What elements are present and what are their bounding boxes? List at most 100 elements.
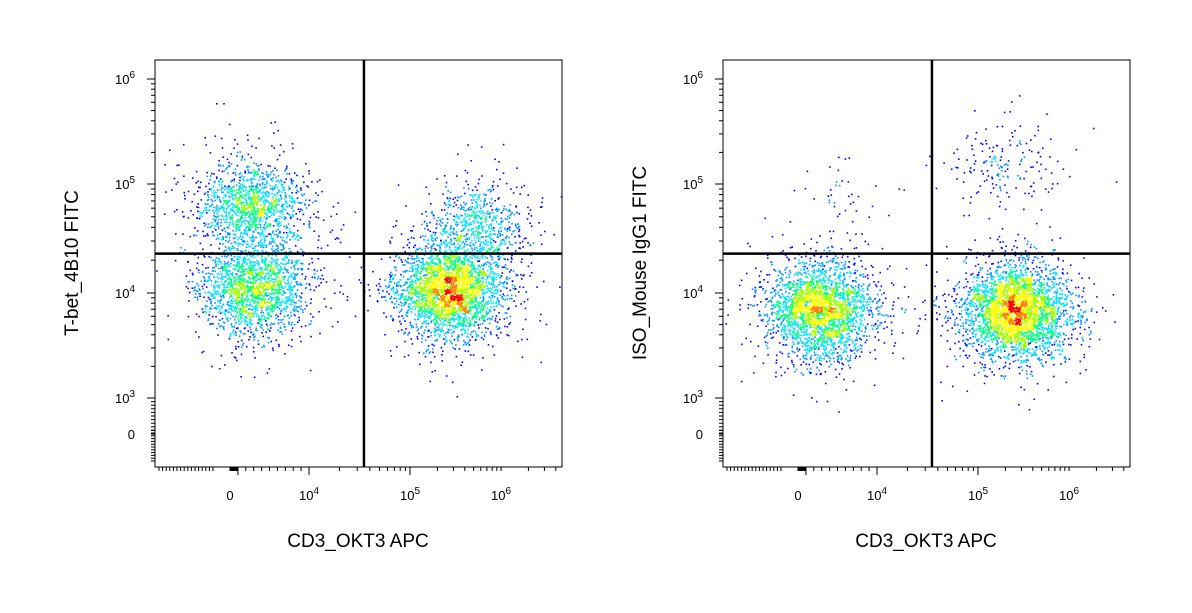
event-dot: [189, 292, 191, 294]
event-dot: [318, 276, 320, 278]
event-dot: [465, 350, 467, 352]
event-dot: [277, 306, 279, 308]
event-dot: [389, 274, 391, 276]
event-dot: [425, 323, 427, 325]
event-dot: [334, 293, 336, 295]
event-dot: [271, 316, 273, 318]
event-dot: [239, 263, 241, 265]
event-dot: [229, 237, 231, 239]
event-dot: [231, 295, 233, 297]
event-dot: [274, 168, 276, 170]
event-dot: [284, 292, 286, 294]
event-dot: [236, 209, 238, 211]
event-dot: [261, 261, 263, 263]
event-dot: [404, 264, 406, 266]
event-dot: [198, 269, 200, 271]
event-dot: [229, 191, 231, 193]
event-dot: [224, 256, 226, 258]
event-dot: [252, 306, 254, 308]
event-dot: [237, 292, 239, 294]
event-dot: [243, 333, 245, 335]
event-dot: [396, 346, 398, 348]
event-dot: [297, 289, 299, 291]
event-dot: [263, 291, 265, 293]
event-dot: [426, 293, 428, 295]
event-dot: [235, 294, 237, 296]
event-dot: [223, 327, 225, 329]
event-dot: [247, 330, 249, 332]
event-dot: [235, 348, 237, 350]
event-dot: [228, 282, 230, 284]
event-dot: [198, 316, 200, 318]
event-dot: [394, 274, 396, 276]
event-dot: [473, 330, 475, 332]
event-dot: [440, 260, 442, 262]
event-dot: [257, 210, 259, 212]
event-dot: [426, 326, 428, 328]
event-dot: [184, 192, 186, 194]
event-dot: [250, 227, 252, 229]
event-dot: [268, 210, 270, 212]
event-dot: [238, 189, 240, 191]
event-dot: [202, 286, 204, 288]
event-dot: [235, 269, 237, 271]
event-dot: [252, 172, 254, 174]
event-dot: [229, 289, 231, 291]
event-dot: [273, 311, 275, 313]
event-dot: [258, 195, 260, 197]
event-dot: [270, 225, 272, 227]
event-dot: [262, 201, 264, 203]
event-dot: [385, 300, 387, 302]
event-dot: [276, 209, 278, 211]
event-dot: [245, 288, 247, 290]
event-dot: [290, 178, 292, 180]
event-dot: [471, 301, 473, 303]
event-dot: [480, 312, 482, 314]
event-dot: [490, 297, 492, 299]
event-dot: [453, 244, 455, 246]
event-dot: [277, 180, 279, 182]
event-dot: [423, 239, 425, 241]
event-dot: [258, 343, 260, 345]
event-dot: [194, 227, 196, 229]
event-dot: [524, 301, 526, 303]
event-dot: [263, 203, 265, 205]
event-dot: [225, 289, 227, 291]
event-dot: [230, 248, 232, 250]
event-dot: [295, 281, 297, 283]
event-dot: [218, 184, 220, 186]
event-dot: [291, 330, 293, 332]
event-dot: [398, 304, 400, 306]
event-dot: [252, 312, 254, 314]
event-dot: [394, 260, 396, 262]
event-dot: [276, 340, 278, 342]
event-dot: [221, 215, 223, 217]
event-dot: [443, 338, 445, 340]
event-dot: [278, 301, 280, 303]
event-dot: [266, 245, 268, 247]
event-dot: [274, 186, 276, 188]
event-dot: [440, 232, 442, 234]
event-dot: [226, 208, 228, 210]
event-dot: [264, 241, 266, 243]
event-dot: [239, 229, 241, 231]
event-dot: [284, 264, 286, 266]
event-dot: [300, 301, 302, 303]
event-dot: [293, 314, 295, 316]
event-dot: [390, 277, 392, 279]
event-dot: [237, 219, 239, 221]
event-dot: [271, 309, 273, 311]
event-dot: [244, 291, 246, 293]
event-dot: [250, 201, 252, 203]
event-dot: [460, 264, 462, 266]
event-dot: [290, 251, 292, 253]
event-dot: [224, 322, 226, 324]
event-dot: [254, 209, 256, 211]
event-dot: [236, 360, 238, 362]
event-dot: [254, 288, 256, 290]
event-dot: [419, 310, 421, 312]
event-dot: [299, 211, 301, 213]
event-dot: [235, 334, 237, 336]
event-dot: [438, 334, 440, 336]
